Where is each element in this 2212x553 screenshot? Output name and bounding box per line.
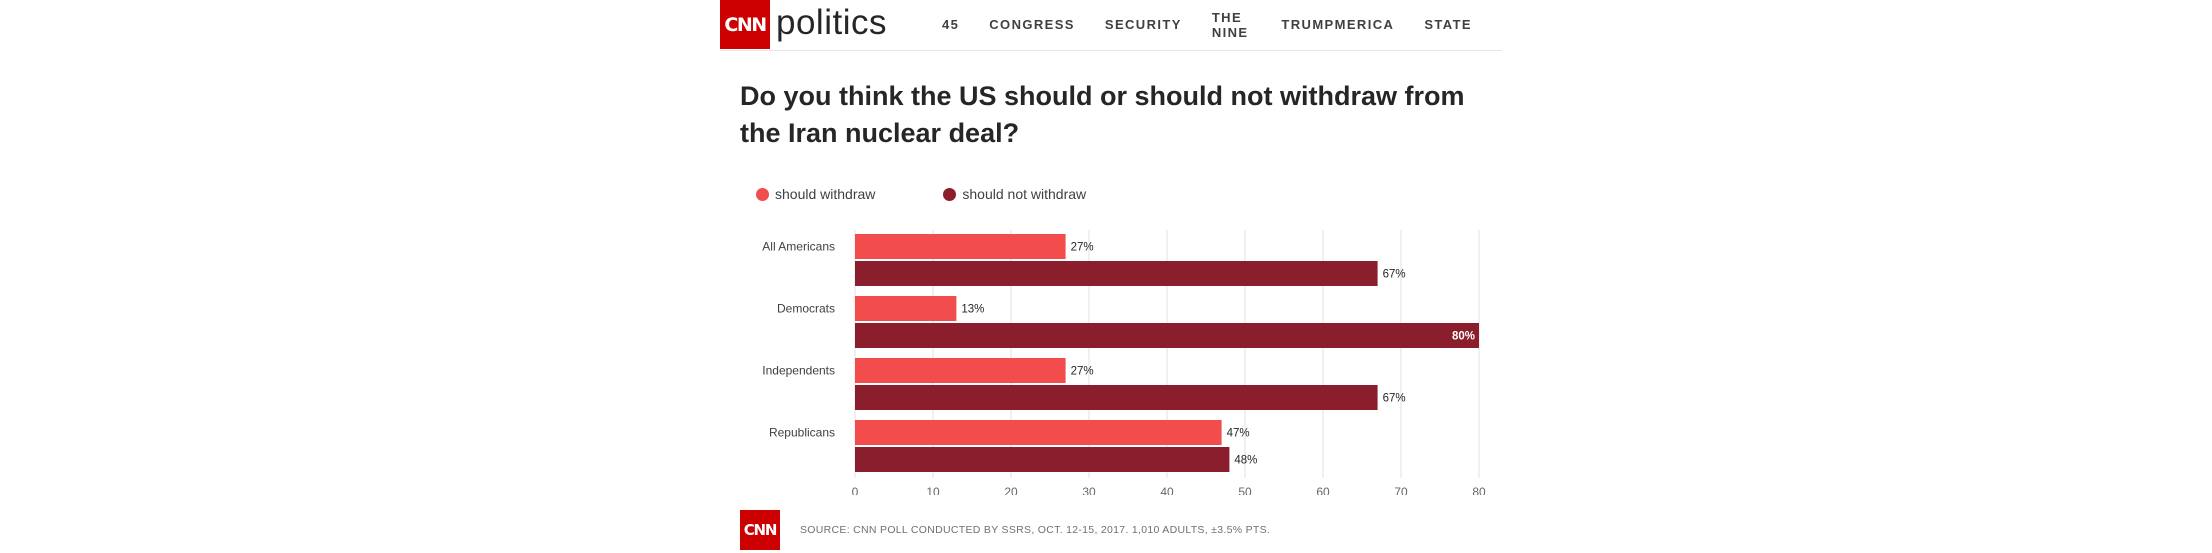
data-label-democrats-should-not-withdraw: 80% <box>1452 331 1475 343</box>
x-tick-label-0: 0 <box>852 485 859 495</box>
chart-title: Do you think the US should or should not… <box>740 81 1465 148</box>
bar-democrats-should-not-withdraw <box>855 323 1479 348</box>
x-tick-label-20: 20 <box>1004 485 1018 495</box>
nav-item-trumpmerica[interactable]: TRUMPMERICA <box>1281 17 1395 32</box>
data-label-all-americans-should-not-withdraw: 67% <box>1383 269 1406 281</box>
bar-democrats-should-withdraw <box>855 296 957 321</box>
bar-republicans-should-not-withdraw <box>855 447 1230 472</box>
data-label-republicans-should-not-withdraw: 48% <box>1234 455 1257 467</box>
nav-item-state[interactable]: STATE <box>1424 17 1472 32</box>
source-note: SOURCE: CNN POLL CONDUCTED BY SSRS, OCT.… <box>800 524 1271 536</box>
site-header: CNN politics 45 CONGRESS SECURITY THE NI… <box>720 0 1502 51</box>
category-label-independents: Independents <box>762 364 835 378</box>
bar-all-americans-should-withdraw <box>855 234 1066 259</box>
legend-swatch-should-withdraw <box>756 187 769 201</box>
x-tick-label-60: 60 <box>1316 485 1330 495</box>
x-tick-label-40: 40 <box>1160 485 1174 495</box>
chart-legend: should withdraw should not withdraw <box>756 186 1154 202</box>
section-title[interactable]: politics <box>776 3 887 42</box>
category-label-all-americans: All Americans <box>762 240 835 254</box>
x-tick-label-80: 80 <box>1472 485 1486 495</box>
bar-all-americans-should-not-withdraw <box>855 261 1378 286</box>
legend-item-should-withdraw: should withdraw <box>756 186 875 202</box>
bar-republicans-should-withdraw <box>855 420 1222 445</box>
bar-independents-should-not-withdraw <box>855 385 1378 410</box>
nav-item-the-nine[interactable]: THE NINE <box>1211 9 1249 40</box>
data-label-independents-should-not-withdraw: 67% <box>1383 393 1406 405</box>
legend-label-should-withdraw: should withdraw <box>775 186 876 202</box>
data-label-democrats-should-withdraw: 13% <box>961 304 984 316</box>
x-tick-label-10: 10 <box>926 485 940 495</box>
nav-item-45[interactable]: 45 <box>942 17 960 32</box>
cnn-logo[interactable]: CNN <box>720 0 770 49</box>
footer-cnn-logo[interactable]: CNN <box>740 510 780 550</box>
legend-item-should-not-withdraw: should not withdraw <box>943 186 1086 202</box>
category-label-democrats: Democrats <box>777 302 835 316</box>
main-nav: 45 CONGRESS SECURITY THE NINE TRUMPMERIC… <box>942 0 1502 49</box>
bar-independents-should-withdraw <box>855 358 1066 383</box>
category-label-republicans: Republicans <box>769 426 835 440</box>
x-tick-label-70: 70 <box>1394 485 1408 495</box>
x-tick-label-30: 30 <box>1082 485 1096 495</box>
nav-item-security[interactable]: SECURITY <box>1104 17 1182 32</box>
legend-label-should-not-withdraw: should not withdraw <box>962 186 1087 202</box>
nav-item-congress[interactable]: CONGRESS <box>989 17 1075 32</box>
data-label-all-americans-should-withdraw: 27% <box>1071 242 1094 254</box>
x-tick-label-50: 50 <box>1238 485 1252 495</box>
legend-swatch-should-not-withdraw <box>943 187 957 201</box>
bar-chart: 0 10 20 30 40 50 60 70 80 All Americans 27% 67% Demo… <box>762 230 1486 495</box>
data-label-independents-should-withdraw: 27% <box>1071 366 1094 378</box>
data-label-republicans-should-withdraw: 47% <box>1227 428 1250 440</box>
